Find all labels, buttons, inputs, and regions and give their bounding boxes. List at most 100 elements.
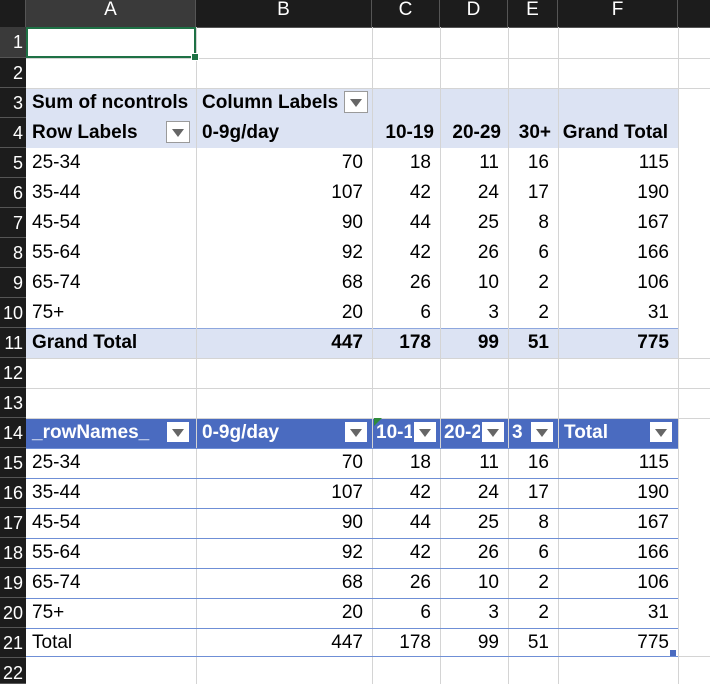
row-header-10[interactable]: 10 bbox=[0, 298, 26, 328]
table-cell[interactable]: 6 bbox=[420, 602, 431, 623]
table-header-col[interactable]: 20-2 bbox=[444, 422, 480, 443]
column-labels-filter-dropdown[interactable] bbox=[344, 91, 368, 113]
row-header-3[interactable]: 3 bbox=[0, 88, 26, 118]
table-cell[interactable]: 68 bbox=[341, 572, 363, 593]
row-header-6[interactable]: 6 bbox=[0, 178, 26, 208]
pivot-row-labels[interactable]: Row Labels bbox=[32, 122, 138, 143]
table-cell[interactable]: 44 bbox=[409, 512, 431, 533]
pivot-cell[interactable]: 115 bbox=[638, 152, 669, 173]
row-header-8[interactable]: 8 bbox=[0, 238, 26, 268]
row-header-22[interactable]: 22 bbox=[0, 658, 26, 684]
row-header-9[interactable]: 9 bbox=[0, 268, 26, 298]
pivot-row-label[interactable]: 65-74 bbox=[32, 272, 81, 293]
table-cell[interactable]: 24 bbox=[477, 482, 499, 503]
pivot-cell[interactable]: 107 bbox=[331, 182, 363, 203]
table-cell[interactable]: 16 bbox=[527, 452, 549, 473]
pivot-cell[interactable]: 42 bbox=[409, 182, 431, 203]
col-filter-dropdown[interactable] bbox=[344, 421, 368, 443]
table-total-cell[interactable]: 51 bbox=[527, 632, 549, 653]
table-cell[interactable]: 92 bbox=[341, 542, 363, 563]
table-cell[interactable]: 106 bbox=[637, 572, 669, 593]
table-header-rownames[interactable]: _rowNames_ bbox=[32, 422, 150, 443]
table-cell[interactable]: 10 bbox=[477, 572, 499, 593]
row-header-17[interactable]: 17 bbox=[0, 508, 26, 538]
column-header-g[interactable] bbox=[678, 0, 710, 27]
pivot-cell[interactable]: 190 bbox=[637, 182, 669, 203]
pivot-cell[interactable]: 8 bbox=[538, 212, 549, 233]
pivot-grand-total-cell[interactable]: 775 bbox=[637, 332, 669, 353]
table-row-label[interactable]: 65-74 bbox=[32, 572, 81, 593]
active-cell-a1[interactable] bbox=[26, 27, 196, 58]
pivot-row-label[interactable]: 35-44 bbox=[32, 182, 81, 203]
pivot-cell[interactable]: 68 bbox=[341, 272, 363, 293]
table-total-cell[interactable]: 447 bbox=[331, 632, 363, 653]
column-header-c[interactable]: C bbox=[372, 0, 440, 27]
table-row-label[interactable]: 35-44 bbox=[32, 482, 81, 503]
table-cell[interactable]: 166 bbox=[637, 542, 669, 563]
table-total-label[interactable]: Total bbox=[32, 632, 73, 653]
table-row-label[interactable]: 75+ bbox=[32, 602, 65, 623]
pivot-cell[interactable]: 3 bbox=[488, 302, 499, 323]
row-labels-filter-dropdown[interactable] bbox=[166, 121, 190, 143]
column-header-b[interactable]: B bbox=[196, 0, 372, 27]
row-header-21[interactable]: 21 bbox=[0, 628, 26, 658]
table-total-cell[interactable]: 775 bbox=[637, 632, 669, 653]
fill-handle[interactable] bbox=[191, 53, 199, 61]
table-header-col[interactable]: 10-1 bbox=[376, 422, 412, 443]
table-cell[interactable]: 26 bbox=[409, 572, 431, 593]
select-all-corner[interactable] bbox=[0, 0, 26, 27]
table-cell[interactable]: 70 bbox=[341, 452, 363, 473]
table-resize-handle[interactable] bbox=[670, 650, 676, 656]
pivot-grand-total-cell[interactable]: 178 bbox=[399, 332, 431, 353]
row-header-12[interactable]: 12 bbox=[0, 358, 26, 388]
table-cell[interactable]: 25 bbox=[477, 512, 499, 533]
pivot-grand-total-label[interactable]: Grand Total bbox=[32, 332, 138, 353]
table-header-total[interactable]: Total bbox=[564, 422, 608, 443]
table-row-label[interactable]: 25-34 bbox=[32, 452, 81, 473]
row-header-15[interactable]: 15 bbox=[0, 448, 26, 478]
table-cell[interactable]: 42 bbox=[409, 542, 431, 563]
table-cell[interactable]: 42 bbox=[409, 482, 431, 503]
col-filter-dropdown[interactable] bbox=[413, 421, 437, 443]
column-header-e[interactable]: E bbox=[508, 0, 558, 27]
total-filter-dropdown[interactable] bbox=[649, 421, 673, 443]
table-total-cell[interactable]: 99 bbox=[477, 632, 499, 653]
pivot-cell[interactable]: 166 bbox=[637, 242, 669, 263]
table-cell[interactable]: 18 bbox=[409, 452, 431, 473]
table-cell[interactable]: 2 bbox=[538, 602, 549, 623]
pivot-grand-total-cell[interactable]: 447 bbox=[331, 332, 363, 353]
pivot-col-header[interactable]: 10-19 bbox=[385, 122, 434, 143]
pivot-cell[interactable]: 24 bbox=[477, 182, 499, 203]
pivot-row-label[interactable]: 45-54 bbox=[32, 212, 81, 233]
pivot-row-label[interactable]: 75+ bbox=[32, 302, 65, 323]
pivot-cell[interactable]: 6 bbox=[538, 242, 549, 263]
table-cell[interactable]: 107 bbox=[331, 482, 363, 503]
table-header-col[interactable]: 3 bbox=[512, 422, 523, 443]
row-header-16[interactable]: 16 bbox=[0, 478, 26, 508]
row-header-1[interactable]: 1 bbox=[0, 27, 26, 58]
pivot-col-header[interactable]: 0-9g/day bbox=[202, 122, 280, 143]
table-cell[interactable]: 11 bbox=[479, 452, 499, 473]
pivot-col-header[interactable]: 30+ bbox=[518, 122, 551, 143]
pivot-cell[interactable]: 16 bbox=[527, 152, 549, 173]
table-row-label[interactable]: 55-64 bbox=[32, 542, 81, 563]
table-cell[interactable]: 8 bbox=[538, 512, 549, 533]
row-header-19[interactable]: 19 bbox=[0, 568, 26, 598]
row-header-14[interactable]: 14 bbox=[0, 418, 26, 448]
table-cell[interactable]: 167 bbox=[637, 512, 669, 533]
pivot-cell[interactable]: 42 bbox=[409, 242, 431, 263]
row-header-20[interactable]: 20 bbox=[0, 598, 26, 628]
table-header-col[interactable]: 0-9g/day bbox=[202, 422, 280, 443]
row-header-18[interactable]: 18 bbox=[0, 538, 26, 568]
pivot-values-label[interactable]: Sum of ncontrols bbox=[32, 92, 189, 113]
pivot-cell[interactable]: 18 bbox=[409, 152, 431, 173]
pivot-cell[interactable]: 11 bbox=[479, 152, 499, 173]
table-cell[interactable]: 31 bbox=[647, 602, 669, 623]
row-header-4[interactable]: 4 bbox=[0, 118, 26, 148]
col-filter-dropdown[interactable] bbox=[481, 421, 505, 443]
table-cell[interactable]: 17 bbox=[527, 482, 549, 503]
row-header-11[interactable]: 11 bbox=[0, 328, 26, 358]
pivot-cell[interactable]: 90 bbox=[341, 212, 363, 233]
table-total-cell[interactable]: 178 bbox=[399, 632, 431, 653]
pivot-cell[interactable]: 70 bbox=[341, 152, 363, 173]
